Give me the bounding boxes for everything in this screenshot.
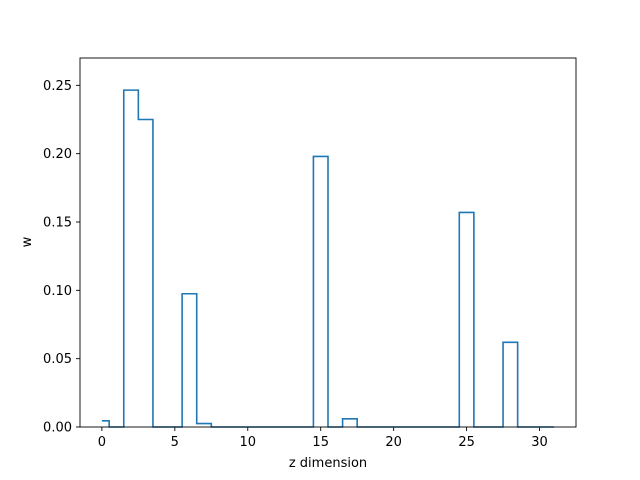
x-tick-label: 15	[312, 435, 329, 450]
y-tick-label: 0.25	[43, 79, 72, 94]
x-axis-ticks: 0 5 10 15 20 25 30	[98, 427, 548, 450]
x-tick-label: 20	[385, 435, 402, 450]
x-axis-label: z dimension	[289, 456, 367, 471]
y-axis-ticks: 0.00 0.05 0.10 0.15 0.20 0.25	[43, 79, 80, 436]
plot-frame	[79, 57, 577, 428]
x-tick-label: 25	[458, 435, 475, 450]
y-tick-label: 0.00	[43, 421, 72, 436]
x-tick-label: 5	[171, 435, 179, 450]
x-tick-label: 30	[531, 435, 548, 450]
y-axis-label: w	[20, 236, 35, 247]
y-tick-label: 0.05	[43, 352, 72, 367]
y-tick-label: 0.10	[43, 284, 72, 299]
x-tick-label: 0	[98, 435, 106, 450]
x-tick-label: 10	[239, 435, 256, 450]
y-tick-label: 0.15	[43, 216, 72, 231]
y-tick-label: 0.20	[43, 147, 72, 162]
